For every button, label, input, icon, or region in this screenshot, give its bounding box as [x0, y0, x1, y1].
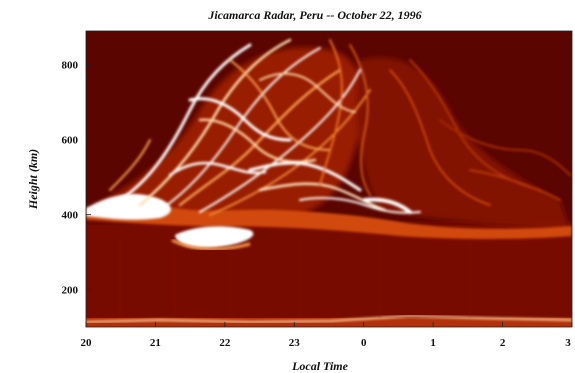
plume-strand	[389, 69, 491, 206]
plot-frame	[85, 30, 573, 328]
x-tick-label: 1	[430, 337, 436, 349]
plume-strand	[439, 119, 571, 176]
plume-strand	[178, 68, 342, 207]
plume-strand	[138, 38, 292, 207]
y-tick-label: 600	[62, 135, 79, 147]
heatmap-glow-main	[95, 47, 364, 225]
x-tick-label: 21	[150, 337, 161, 349]
heatmap-bottomside-white	[86, 193, 171, 220]
heatmap-ground-echo-layer	[86, 318, 572, 327]
x-axis-label: Local Time	[291, 359, 349, 373]
plume-strand	[469, 169, 561, 201]
x-tick-label: 22	[219, 337, 231, 349]
y-tick-label: 800	[62, 60, 79, 72]
heatmap-ground-echo-bright	[86, 314, 572, 324]
plume-strand	[168, 161, 267, 177]
plume-strand	[319, 39, 343, 186]
y-tick-label: 400	[62, 210, 79, 222]
y-axis-ticks: 200 400 600 800	[62, 60, 91, 297]
plume-strand	[209, 89, 371, 216]
x-tick-label: 23	[289, 337, 301, 349]
x-tick-label: 2	[500, 337, 506, 349]
plume-strand	[248, 161, 362, 192]
y-tick-label: 200	[62, 285, 79, 297]
plume-strand	[199, 69, 361, 213]
plume-strand	[118, 43, 252, 202]
heatmap-plot-area	[86, 31, 572, 327]
plume-strand	[229, 59, 331, 151]
heatmap-glow-right	[356, 57, 570, 230]
heatmap-bottomside-layer	[86, 200, 572, 239]
plume-strand	[259, 72, 356, 113]
heatmap-patch-22lt	[175, 226, 254, 249]
x-tick-label: 20	[81, 337, 93, 349]
plume-strand	[299, 196, 421, 214]
x-axis-ticks: 20 21 22 23 0 1 2 3	[81, 322, 573, 349]
plume-strand	[188, 97, 292, 142]
x-tick-label: 3	[565, 337, 571, 349]
plume-strand	[349, 44, 371, 196]
heatmap-patch-22lt-edge	[171, 238, 251, 251]
plume-strand	[363, 197, 412, 214]
x-tick-label: 0	[361, 337, 367, 349]
y-axis-label: Height (km)	[26, 149, 40, 210]
plume-strand	[109, 139, 151, 191]
heatmap-lower-band	[86, 225, 572, 320]
chart-title: Jicamarca Radar, Peru -- October 22, 199…	[207, 8, 421, 22]
plume-strand	[258, 182, 387, 212]
